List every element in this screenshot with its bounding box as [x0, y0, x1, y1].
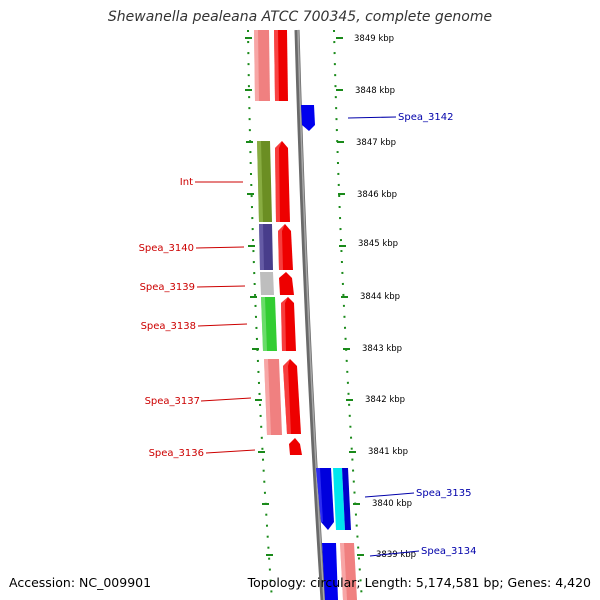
ruler-tick-label: 3839 kbp: [376, 550, 416, 560]
ruler-left-edge: [247, 29, 273, 600]
gene-label-spea-3142[interactable]: Spea_3142: [398, 112, 453, 123]
ruler-tick-label: 3844 kbp: [360, 292, 400, 302]
outer-gene-blocks: [254, 30, 282, 435]
gene-label-spea-3138[interactable]: Spea_3138: [141, 321, 196, 332]
ruler-tick-label: 3848 kbp: [355, 86, 395, 96]
ruler-right-major-ticks: [336, 37, 364, 556]
map-title: Shewanella pealeana ATCC 700345, complet…: [107, 9, 493, 25]
gene-arrow: [322, 543, 338, 600]
ruler-tick-label: 3843 kbp: [362, 344, 402, 354]
gene-arrow: [301, 105, 315, 131]
ruler-tick-label: 3849 kbp: [354, 34, 394, 44]
ruler-tick-label: 3847 kbp: [356, 138, 396, 148]
genome-summary-text: Topology: circular; Length: 5,174,581 bp…: [247, 575, 591, 590]
leader-lines: [195, 116, 420, 557]
ruler-tick-label: 3841 kbp: [368, 447, 408, 457]
ruler-tick-label: 3845 kbp: [358, 239, 398, 249]
gene-label-int[interactable]: Int: [180, 177, 193, 188]
forward-cds-arrows: [274, 30, 302, 455]
ruler-tick-label: 3846 kbp: [357, 190, 397, 200]
gene-label-spea-3136[interactable]: Spea_3136: [149, 448, 204, 459]
accession-text: Accession: NC_009901: [9, 575, 152, 590]
ruler-right-edge: [333, 29, 363, 600]
gene-label-spea-3137[interactable]: Spea_3137: [145, 396, 200, 407]
gene-arrow: [279, 272, 294, 295]
genome-backbone: [294, 29, 326, 600]
gene-block: [260, 272, 274, 295]
gene-arrow: [289, 438, 302, 455]
gene-label-spea-3135[interactable]: Spea_3135: [416, 488, 471, 499]
gene-label-spea-3140[interactable]: Spea_3140: [139, 243, 194, 254]
gene-label-spea-3134[interactable]: Spea_3134: [421, 546, 476, 557]
gene-block: [342, 468, 351, 530]
ruler-left-major-ticks: [245, 37, 273, 556]
ruler-tick-label: 3840 kbp: [372, 499, 412, 509]
reverse-cds-arrows: [301, 105, 357, 600]
ruler-tick-label: 3842 kbp: [365, 395, 405, 405]
gene-block: [333, 468, 345, 530]
gene-label-spea-3139[interactable]: Spea_3139: [140, 282, 195, 293]
